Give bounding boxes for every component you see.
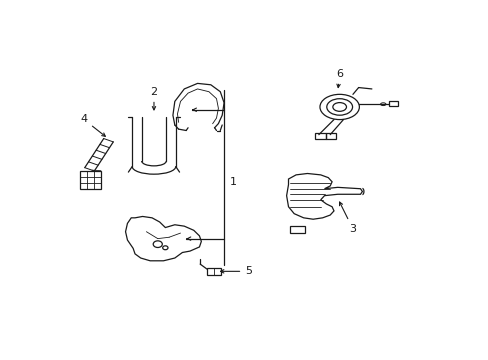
- Text: 4: 4: [80, 114, 105, 136]
- Bar: [290, 226, 304, 233]
- Text: 1: 1: [229, 177, 237, 187]
- Bar: [314, 133, 325, 139]
- Text: 6: 6: [335, 69, 343, 87]
- Text: 3: 3: [339, 202, 356, 234]
- Bar: [80, 171, 101, 189]
- Text: 5: 5: [220, 266, 252, 276]
- Bar: [206, 268, 221, 275]
- Bar: [325, 133, 336, 139]
- Text: 2: 2: [150, 87, 157, 110]
- Bar: [388, 102, 398, 107]
